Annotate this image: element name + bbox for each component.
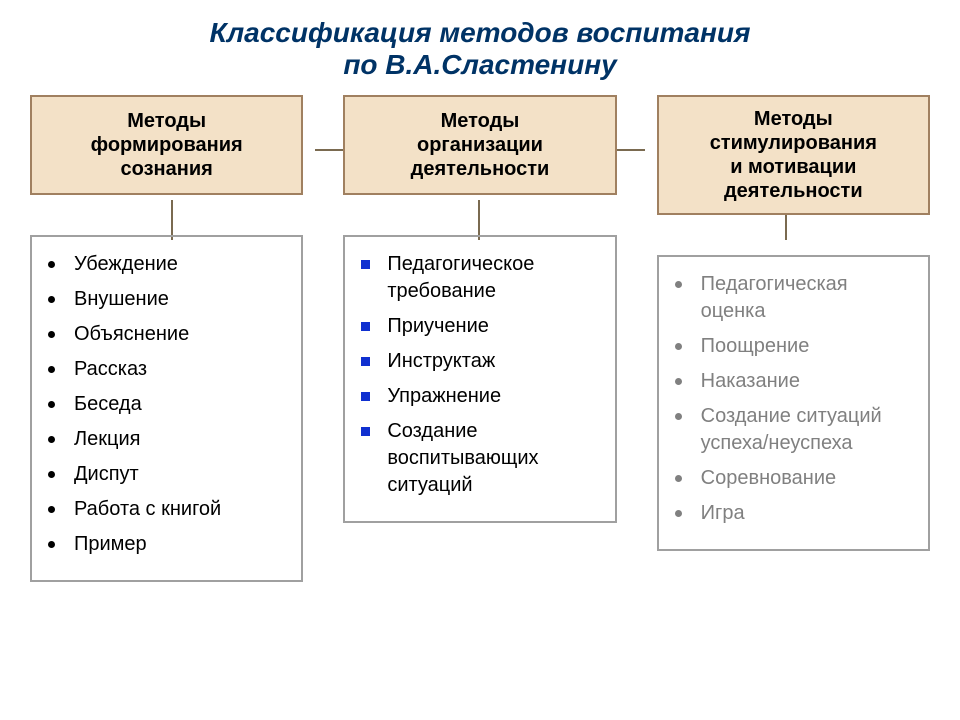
list-item: Создание ситуаций успеха/неуспеха <box>697 403 914 457</box>
list-item: Инструктаж <box>383 348 600 375</box>
column-header-2: Методыстимулированияи мотивациидеятельно… <box>657 95 930 215</box>
column-0: Методыформированиясознания Убеждение Внуше… <box>30 95 303 582</box>
column-2: Методыстимулированияи мотивациидеятельно… <box>657 95 930 582</box>
list-item: Упражнение <box>383 383 600 410</box>
item-list-2: Педагогическая оценка Поощрение Наказание С… <box>667 271 914 527</box>
column-header-0: Методыформированиясознания <box>30 95 303 195</box>
list-item: Работа с книгой <box>70 496 287 523</box>
list-item: Беседа <box>70 391 287 418</box>
list-item: Диспут <box>70 461 287 488</box>
list-item: Игра <box>697 500 914 527</box>
list-item: Педагогическая оценка <box>697 271 914 325</box>
list-item: Рассказ <box>70 356 287 383</box>
column-list-box-2: Педагогическая оценка Поощрение Наказание С… <box>657 255 930 551</box>
main-title-line2: по В.А.Сластенину <box>0 49 960 81</box>
diagram-title-block: Классификация методов воспитания по В.А.… <box>0 0 960 91</box>
column-list-box-0: Убеждение Внушение Объяснение Рассказ Беседа… <box>30 235 303 582</box>
list-item: Педагогическое требование <box>383 251 600 305</box>
list-item: Внушение <box>70 286 287 313</box>
item-list-1: Педагогическое требование Приучение Инстру… <box>353 251 600 499</box>
list-item: Соревнование <box>697 465 914 492</box>
main-title-line1: Классификация методов воспитания <box>0 18 960 49</box>
list-item: Приучение <box>383 313 600 340</box>
item-list-0: Убеждение Внушение Объяснение Рассказ Беседа… <box>40 251 287 558</box>
column-header-1: Методыорганизациидеятельности <box>343 95 616 195</box>
columns-container: Методыформированиясознания Убеждение Внуше… <box>0 95 960 582</box>
list-item: Лекция <box>70 426 287 453</box>
list-item: Создание воспитывающих ситуаций <box>383 418 600 499</box>
list-item: Убеждение <box>70 251 287 278</box>
column-1: Методыорганизациидеятельности Педагогичес… <box>343 95 616 582</box>
list-item: Объяснение <box>70 321 287 348</box>
column-list-box-1: Педагогическое требование Приучение Инстру… <box>343 235 616 523</box>
list-item: Поощрение <box>697 333 914 360</box>
list-item: Пример <box>70 531 287 558</box>
list-item: Наказание <box>697 368 914 395</box>
